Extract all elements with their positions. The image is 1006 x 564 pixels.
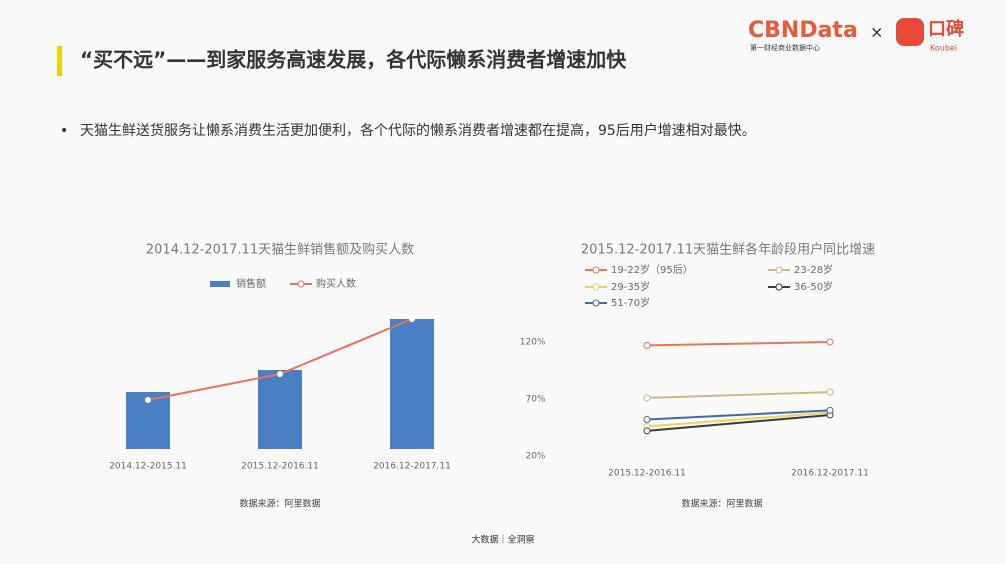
legend-label: 19-22岁（95后）: [611, 263, 693, 276]
legend-marker: [297, 280, 305, 288]
point: [643, 416, 651, 424]
x-tick-label: 2016.12-2017.11: [373, 462, 451, 472]
x-tick-label: 2014.12-2015.11: [109, 462, 187, 472]
footer: 大数据｜全洞察: [471, 534, 534, 546]
point: [277, 371, 283, 377]
legend-label: 36-50岁: [794, 280, 833, 293]
series-line: [646, 409, 831, 421]
logo-sub: 第一财经商业数据中心: [750, 43, 820, 52]
point: [826, 406, 834, 414]
legend-label: 销售额: [236, 277, 266, 290]
partner: 口碑: [928, 18, 964, 40]
partner-icon: [896, 18, 924, 46]
point: [145, 397, 151, 403]
partner-sub: Koubei: [930, 44, 957, 53]
point: [643, 394, 651, 402]
point: [643, 427, 651, 435]
x-tick-label: 2015.12-2016.11: [241, 462, 319, 472]
bar: [258, 370, 302, 449]
logo: CBNData: [748, 18, 858, 43]
y-tick-label: 20%: [525, 452, 545, 462]
legend-marker: [592, 299, 600, 307]
source: 数据来源：阿里数据: [681, 498, 762, 510]
point: [643, 341, 651, 349]
y-tick-label: 70%: [525, 395, 545, 405]
series-line: [646, 411, 831, 428]
bullet-dot: •: [60, 123, 68, 139]
y-tick-label: 120%: [520, 338, 546, 348]
times: ×: [870, 23, 883, 42]
legend-marker: [592, 283, 600, 291]
point: [826, 388, 834, 396]
slide-title: “买不远”——到家服务高速发展，各代际懒系消费者增速加快: [80, 48, 627, 72]
legend-marker: [775, 283, 783, 291]
legend-label: 29-35岁: [611, 280, 650, 293]
legend-swatch: [210, 281, 230, 287]
series-line: [646, 341, 831, 347]
chart-title: 2014.12-2017.11天猫生鲜销售额及购买人数: [146, 242, 414, 258]
legend-label: 购买人数: [316, 277, 356, 290]
legend-marker: [592, 266, 600, 274]
legend-label: 23-28岁: [794, 263, 833, 276]
legend-label: 51-70岁: [611, 296, 650, 309]
source: 数据来源：阿里数据: [239, 498, 320, 510]
series-line: [646, 391, 831, 399]
legend-marker: [775, 266, 783, 274]
bullet-text: 天猫生鲜送货服务让懒系消费生活更加便利，各个代际的懒系消费者增速都在提高，95后…: [80, 122, 756, 139]
title-accent: [57, 46, 62, 76]
bar: [390, 319, 434, 449]
x-tick-label: 2015.12-2016.11: [608, 469, 686, 479]
point: [826, 338, 834, 346]
series-line: [646, 413, 831, 432]
point: [409, 316, 415, 322]
chart-title: 2015.12-2017.11天猫生鲜各年龄段用户同比增速: [581, 242, 875, 258]
x-tick-label: 2016.12-2017.11: [791, 469, 869, 479]
